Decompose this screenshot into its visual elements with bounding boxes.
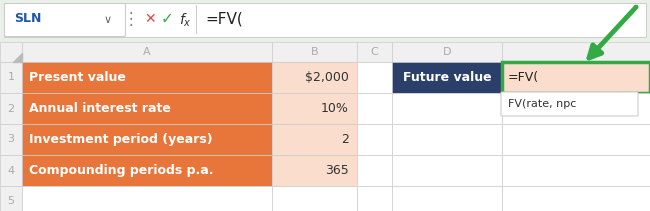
Bar [272,93,357,124]
Text: C: C [370,47,378,57]
Text: ✓: ✓ [161,12,174,27]
Text: 4: 4 [7,165,14,176]
Bar [272,42,357,62]
Bar [392,42,502,62]
Bar [272,124,357,155]
FancyBboxPatch shape [5,4,125,37]
Polygon shape [13,53,22,62]
Bar [392,62,502,93]
FancyBboxPatch shape [501,92,638,116]
Bar [22,62,272,93]
Bar [4,3,646,37]
Text: 2: 2 [7,104,14,114]
Bar [0,124,22,155]
Bar [357,186,392,211]
Text: FV(rate, npc: FV(rate, npc [508,99,577,109]
Bar [22,93,272,124]
Text: SLN: SLN [14,12,42,26]
Bar [0,42,22,62]
Bar [22,186,272,211]
Text: 5: 5 [8,196,14,207]
Bar [502,93,650,124]
Bar [272,155,357,186]
Text: ⋮: ⋮ [123,10,139,28]
Bar [0,93,22,124]
Bar [357,155,392,186]
Bar [0,155,22,186]
Text: Future value: Future value [403,71,491,84]
Text: 3: 3 [8,134,14,145]
Bar [357,42,392,62]
Bar [502,42,650,62]
Text: $2,000: $2,000 [305,71,349,84]
Bar [392,155,502,186]
Bar [22,42,272,62]
Text: =FV(: =FV( [205,12,242,27]
Bar [22,155,272,186]
Bar [357,93,392,124]
Bar [502,62,650,93]
Bar [502,186,650,211]
Bar [357,62,392,93]
Bar [392,124,502,155]
Text: B: B [311,47,318,57]
Text: 2: 2 [341,133,349,146]
Text: Present value: Present value [29,71,126,84]
Text: ∨: ∨ [104,15,112,25]
Text: D: D [443,47,451,57]
Text: Annual interest rate: Annual interest rate [29,102,171,115]
Text: Compounding periods p.a.: Compounding periods p.a. [29,164,213,177]
Text: $f_x$: $f_x$ [179,11,191,29]
Bar [392,186,502,211]
Text: 1: 1 [8,73,14,83]
Text: 365: 365 [325,164,349,177]
Bar [0,62,22,93]
Text: ✕: ✕ [144,12,156,26]
Bar [392,93,502,124]
Bar [22,124,272,155]
Text: =FV(: =FV( [508,71,539,84]
Bar [357,124,392,155]
Bar [0,186,22,211]
Bar [502,155,650,186]
Bar [502,124,650,155]
Text: A: A [143,47,151,57]
Text: Investment period (years): Investment period (years) [29,133,213,146]
Bar [272,186,357,211]
Text: 10%: 10% [321,102,349,115]
Bar [272,62,357,93]
